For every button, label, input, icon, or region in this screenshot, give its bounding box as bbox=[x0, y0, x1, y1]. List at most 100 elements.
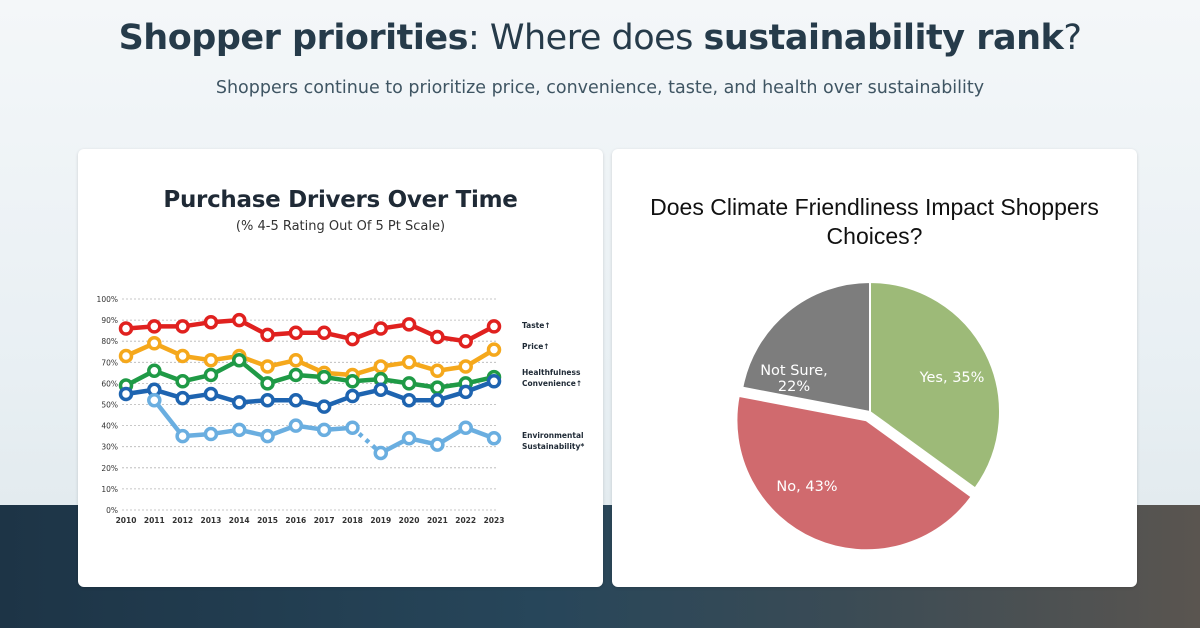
data-point-environmental bbox=[373, 445, 389, 461]
data-point-environmental bbox=[175, 428, 190, 444]
y-tick-label: 20% bbox=[101, 464, 118, 473]
data-point-convenience bbox=[118, 386, 134, 402]
data-point-taste bbox=[203, 314, 219, 330]
line-chart-card: Purchase Drivers Over Time (% 4-5 Rating… bbox=[78, 149, 603, 587]
data-point-price bbox=[203, 352, 219, 368]
data-point-healthfulness bbox=[430, 380, 445, 395]
data-point-taste bbox=[118, 321, 134, 336]
data-point-healthfulness bbox=[288, 367, 304, 383]
data-point-convenience bbox=[288, 393, 304, 408]
y-tick-label: 0% bbox=[106, 506, 118, 515]
y-tick-label: 90% bbox=[101, 316, 118, 325]
data-point-convenience bbox=[260, 393, 275, 408]
y-tick-label: 30% bbox=[101, 443, 118, 452]
x-tick-label: 2013 bbox=[200, 516, 221, 525]
pie-label-no: No, 43% bbox=[776, 479, 837, 495]
x-tick-label: 2022 bbox=[455, 516, 476, 525]
data-point-convenience bbox=[345, 388, 360, 404]
data-point-price bbox=[430, 363, 445, 378]
x-tick-label: 2018 bbox=[342, 516, 363, 525]
data-point-price bbox=[260, 359, 275, 374]
data-point-taste bbox=[260, 327, 275, 343]
data-point-price bbox=[175, 348, 190, 364]
data-point-convenience bbox=[203, 386, 219, 402]
data-point-environmental bbox=[316, 422, 332, 438]
data-point-healthfulness bbox=[316, 369, 332, 385]
x-tick-label: 2017 bbox=[314, 516, 335, 525]
data-point-healthfulness bbox=[203, 367, 219, 383]
pie-slice-no bbox=[735, 394, 973, 552]
y-tick-label: 10% bbox=[101, 485, 118, 494]
data-point-price bbox=[486, 342, 502, 357]
data-point-taste bbox=[345, 331, 360, 347]
x-tick-label: 2015 bbox=[257, 516, 278, 525]
pie-chart-title: Does Climate Friendliness Impact Shopper… bbox=[650, 194, 1099, 249]
data-point-price bbox=[401, 355, 417, 370]
data-point-taste bbox=[430, 329, 445, 345]
x-tick-label: 2010 bbox=[116, 516, 137, 525]
y-tick-label: 100% bbox=[97, 295, 118, 304]
page-title: Shopper priorities: Where does sustainab… bbox=[118, 18, 1082, 58]
data-point-taste bbox=[373, 321, 389, 336]
data-point-price bbox=[147, 336, 162, 351]
pie-slice-yes bbox=[869, 280, 1001, 490]
x-tick-label: 2012 bbox=[172, 516, 193, 525]
x-tick-label: 2023 bbox=[484, 516, 505, 525]
y-tick-label: 80% bbox=[101, 337, 118, 346]
data-point-convenience bbox=[373, 382, 389, 397]
legend-label-price: Price↑ bbox=[522, 342, 550, 351]
x-tick-label: 2014 bbox=[229, 516, 250, 525]
data-point-convenience bbox=[231, 395, 247, 410]
data-point-taste bbox=[458, 333, 473, 349]
data-point-price bbox=[458, 359, 473, 374]
x-tick-label: 2019 bbox=[370, 516, 391, 525]
y-tick-label: 70% bbox=[101, 358, 118, 367]
data-point-price bbox=[288, 352, 304, 368]
data-point-environmental bbox=[486, 431, 502, 446]
data-point-environmental bbox=[147, 393, 162, 408]
data-point-healthfulness bbox=[401, 376, 417, 391]
data-point-environmental bbox=[231, 422, 247, 438]
x-tick-label: 2011 bbox=[144, 516, 165, 525]
data-point-taste bbox=[231, 312, 247, 328]
data-point-convenience bbox=[486, 374, 502, 389]
data-point-taste bbox=[147, 319, 162, 334]
data-point-environmental bbox=[430, 437, 445, 452]
data-point-healthfulness bbox=[345, 374, 360, 389]
data-point-taste bbox=[486, 319, 502, 334]
series-gap-connector bbox=[350, 426, 383, 455]
data-point-convenience bbox=[458, 384, 473, 400]
y-tick-label: 60% bbox=[101, 379, 118, 388]
data-point-environmental bbox=[458, 420, 473, 435]
y-tick-label: 40% bbox=[101, 422, 118, 431]
legend-label-taste: Taste↑ bbox=[522, 321, 551, 330]
pie-label-yes: Yes, 35% bbox=[919, 370, 985, 386]
data-point-taste bbox=[401, 317, 417, 332]
data-point-environmental bbox=[203, 426, 219, 442]
data-point-convenience bbox=[175, 390, 190, 406]
pie-chart: Yes, 35% No, 43% Not Sure, 22% bbox=[735, 280, 1001, 552]
data-point-healthfulness bbox=[231, 352, 247, 368]
x-tick-label: 2021 bbox=[427, 516, 448, 525]
data-point-price bbox=[373, 359, 389, 374]
data-point-taste bbox=[316, 325, 332, 341]
data-point-environmental bbox=[345, 420, 360, 435]
pie-label-not-sure: Not Sure, 22% bbox=[760, 363, 828, 395]
data-point-convenience bbox=[316, 399, 332, 414]
data-point-environmental bbox=[288, 418, 304, 433]
line-chart-subtitle: (% 4-5 Rating Out Of 5 Pt Scale) bbox=[235, 219, 446, 234]
data-point-healthfulness bbox=[147, 363, 162, 378]
legend-label-convenience: Convenience↑ bbox=[522, 379, 582, 388]
data-point-taste bbox=[175, 319, 190, 334]
pie-chart-card: Does Climate Friendliness Impact Shopper… bbox=[612, 149, 1137, 587]
y-tick-label: 50% bbox=[101, 401, 118, 410]
data-point-taste bbox=[288, 325, 304, 341]
data-point-healthfulness bbox=[175, 374, 190, 389]
x-tick-label: 2016 bbox=[285, 516, 306, 525]
line-chart: 0% 10% 20% 30% 40% 50% 60% 70% 80% 90% 100% 2010 201… bbox=[97, 295, 585, 525]
page-subtitle: Shoppers continue to prioritize price, c… bbox=[215, 78, 985, 98]
pie-slice-not-sure bbox=[741, 280, 871, 414]
data-point-environmental bbox=[401, 431, 417, 446]
x-tick-label: 2020 bbox=[399, 516, 420, 525]
data-point-price bbox=[118, 348, 134, 364]
